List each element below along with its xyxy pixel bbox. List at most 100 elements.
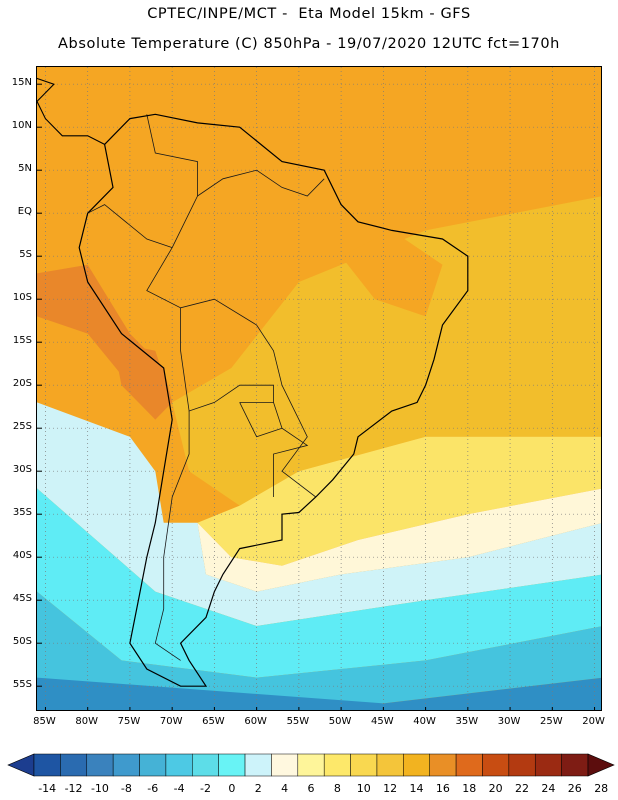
lat-label: 30S <box>12 464 32 476</box>
country-border <box>239 402 283 438</box>
colorbar-label: -10 <box>90 782 109 795</box>
colorbar-swatch <box>139 753 167 777</box>
colorbar-swatch <box>403 753 430 777</box>
country-border <box>154 411 190 661</box>
coastline-path <box>78 113 469 687</box>
colorbar-label: 12 <box>383 782 398 795</box>
field-blue-south <box>37 677 601 710</box>
colorbar-label: 18 <box>462 782 477 795</box>
lon-label: 80W <box>75 716 98 727</box>
lat-label: 15N <box>11 77 32 89</box>
lon-label: 35W <box>455 716 479 727</box>
lat-label: 20S <box>12 378 32 390</box>
colorbar-label: -4 <box>173 782 185 795</box>
colorbar-label: 28 <box>594 782 609 795</box>
colorbar-swatch <box>455 753 483 777</box>
colorbar-low-arrow <box>7 753 35 777</box>
colorbar-label: 22 <box>515 782 530 795</box>
lon-label: 20W <box>582 716 605 727</box>
country-border <box>146 247 317 498</box>
colorbar-swatch <box>508 753 536 777</box>
colorbar-swatch <box>218 753 246 777</box>
country-border <box>197 169 325 197</box>
lat-label: 55S <box>12 679 32 691</box>
temperature-fields <box>37 67 601 710</box>
lon-label: 40W <box>413 716 436 727</box>
colorbar-swatch <box>86 753 114 777</box>
map-title: CPTEC/INPE/MCT - Eta Model 15km - GFS <box>147 6 471 22</box>
country-border <box>273 402 309 497</box>
colorbar-label: 10 <box>356 782 371 795</box>
lat-label: 35S <box>12 507 32 519</box>
lon-label: 65W <box>202 716 225 727</box>
map-canvas <box>37 67 601 710</box>
lat-label: 5N <box>18 163 32 175</box>
colorbar-swatch <box>323 753 351 777</box>
field-andes-hot-patch-2 <box>113 342 173 420</box>
colorbar <box>7 753 615 777</box>
lat-label: 45S <box>12 593 32 605</box>
colorbar-label: 0 <box>228 782 236 795</box>
colorbar-label: 6 <box>307 782 315 795</box>
lat-label: 50S <box>12 636 32 648</box>
field-teal-belt <box>37 591 601 704</box>
colorbar-swatch <box>192 753 219 777</box>
colorbar-swatch <box>112 753 140 777</box>
country-borders <box>87 114 325 661</box>
colorbar-swatch <box>165 753 193 777</box>
colorbar-swatch <box>297 753 325 777</box>
field-cyan-belt <box>37 488 601 678</box>
colorbar-label: 4 <box>281 782 289 795</box>
graticule <box>37 67 601 710</box>
map-subtitle: Absolute Temperature (C) 850hPa - 19/07/… <box>58 36 560 52</box>
colorbar-swatch <box>271 753 299 777</box>
lon-label: 25W <box>540 716 563 727</box>
lon-label: 50W <box>328 716 352 727</box>
field-pale-cyan-belt <box>37 402 601 626</box>
colorbar-swatch <box>482 753 510 777</box>
lat-label: 40S <box>12 550 32 562</box>
colorbar-label: 24 <box>541 782 556 795</box>
colorbar-label: 2 <box>254 782 262 795</box>
colorbar-label: -8 <box>120 782 132 795</box>
field-yellow-belt <box>197 436 601 566</box>
lat-label: 10N <box>11 120 32 132</box>
coastline <box>37 77 469 687</box>
lon-label: 75W <box>117 716 141 727</box>
lon-label: 85W <box>33 716 56 727</box>
country-border <box>180 307 274 412</box>
central-america-coast <box>37 77 105 145</box>
colorbar-label: -6 <box>147 782 159 795</box>
colorbar-label: 16 <box>435 782 450 795</box>
lon-label: 60W <box>244 716 267 727</box>
colorbar-label: -12 <box>64 782 83 795</box>
field-cream-belt <box>197 488 601 592</box>
colorbar-swatch <box>244 753 272 777</box>
colorbar-label: 26 <box>567 782 582 795</box>
lat-label: 5S <box>19 249 32 261</box>
field-atlantic-warm <box>341 230 443 317</box>
colorbar-swatch <box>350 753 378 777</box>
colorbar-swatch <box>376 753 404 777</box>
colorbar-label: 14 <box>409 782 424 795</box>
lat-label: EQ <box>17 206 32 218</box>
colorbar-swatch <box>534 753 562 777</box>
colorbar-label: -2 <box>199 782 211 795</box>
lon-label: 70W <box>159 716 183 727</box>
lat-label: 10S <box>12 292 32 304</box>
field-north-warm-band <box>37 67 601 437</box>
temperature-map <box>36 66 602 711</box>
colorbar-label: 8 <box>333 782 341 795</box>
colorbar-label: -14 <box>38 782 57 795</box>
country-border <box>87 114 198 249</box>
colorbar-swatch <box>429 753 457 777</box>
colorbar-swatch <box>60 753 88 777</box>
lon-label: 55W <box>286 716 310 727</box>
lon-label: 45W <box>371 716 394 727</box>
colorbar-swatch <box>33 753 61 777</box>
lon-label: 30W <box>497 716 521 727</box>
lat-label: 25S <box>12 421 32 433</box>
colorbar-high-arrow <box>587 753 615 777</box>
colorbar-swatch <box>561 753 589 777</box>
lat-label: 15S <box>12 335 32 347</box>
